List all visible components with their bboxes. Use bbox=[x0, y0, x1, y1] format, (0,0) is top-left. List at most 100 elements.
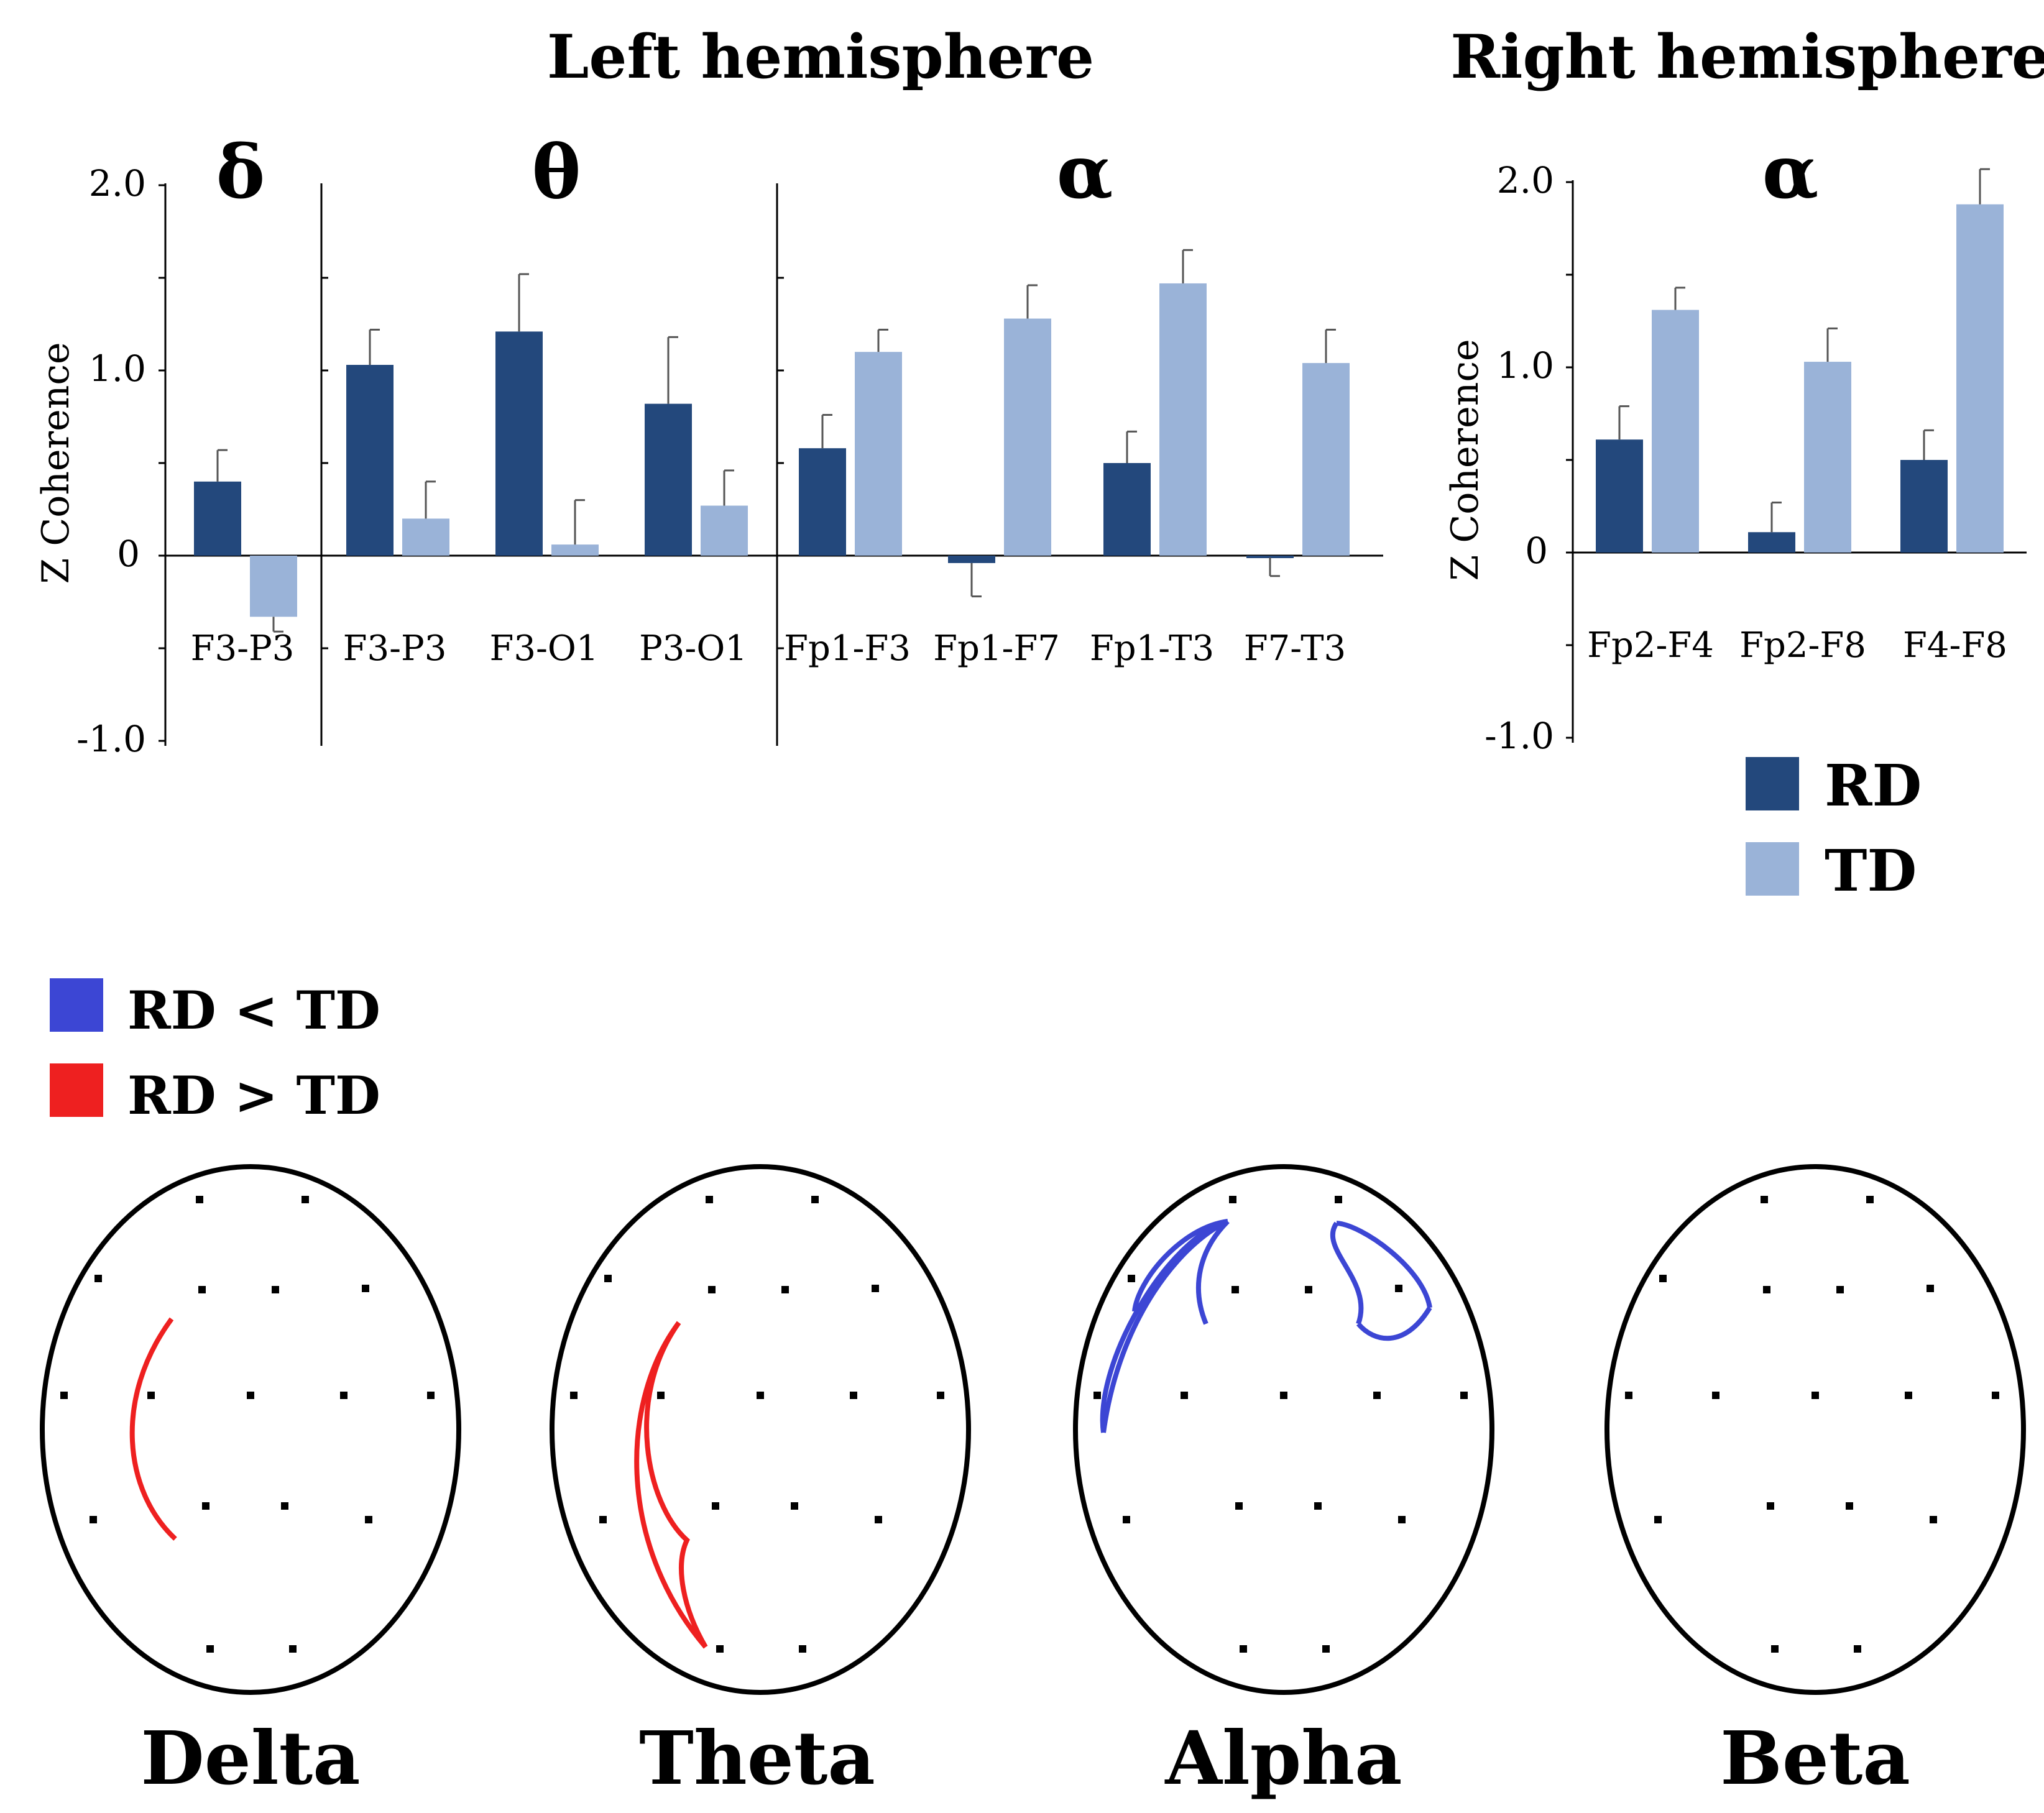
right-y-tick-label: 0 bbox=[1525, 530, 1548, 572]
bar-rd-fp1-f3 bbox=[799, 448, 846, 556]
electrode-dot bbox=[1905, 1392, 1912, 1399]
electrode-dot bbox=[60, 1392, 68, 1399]
electrode-dot bbox=[570, 1392, 578, 1399]
right-y-tick-label: 1.0 bbox=[1497, 344, 1554, 387]
bar-rd-f4-f8 bbox=[1900, 460, 1948, 553]
legend-rd-swatch bbox=[1746, 757, 1799, 810]
right-chart-axes bbox=[1566, 180, 2027, 743]
electrode-dot bbox=[1659, 1275, 1667, 1282]
head-map-alpha bbox=[1073, 1164, 1494, 1695]
electrode-dot bbox=[147, 1392, 155, 1399]
bar-td-fp1-f3 bbox=[855, 352, 902, 556]
right-hemisphere-title: Right hemisphere bbox=[1450, 22, 2044, 92]
electrode-dot bbox=[281, 1502, 288, 1510]
electrode-dot bbox=[206, 1645, 214, 1653]
head-outline bbox=[1073, 1164, 1494, 1695]
right-y-axis-label: Z Coherence bbox=[1443, 339, 1487, 581]
bar-rd-fp1-f7 bbox=[948, 556, 995, 563]
electrode-dot bbox=[1305, 1286, 1312, 1293]
electrode-dot bbox=[1398, 1516, 1406, 1523]
electrode-dot bbox=[1128, 1275, 1135, 1282]
left-y-tick-label: -1.0 bbox=[76, 718, 146, 760]
electrode-dot bbox=[781, 1286, 789, 1293]
electrode-dots bbox=[60, 1196, 435, 1653]
electrode-dot bbox=[657, 1392, 665, 1399]
bar-td-f7-t3 bbox=[1302, 363, 1350, 556]
alpha-band-symbol-right: α bbox=[1762, 129, 1819, 215]
left-y-tick-label: 0 bbox=[117, 533, 140, 575]
bar-td-f3-p3 bbox=[250, 556, 297, 617]
electrode-dot bbox=[1836, 1286, 1844, 1293]
head-label-beta: Beta bbox=[1720, 1715, 1910, 1801]
x-category-label: P3-O1 bbox=[639, 628, 747, 669]
legend-greater-label: RD > TD bbox=[127, 1065, 380, 1126]
electrode-dot bbox=[850, 1392, 857, 1399]
electrode-dot bbox=[1854, 1645, 1861, 1653]
bar-td-fp1-f7 bbox=[1004, 318, 1051, 556]
bar-rd-f3-o1 bbox=[495, 331, 543, 556]
head-outline bbox=[550, 1164, 971, 1695]
electrode-dots bbox=[570, 1196, 944, 1653]
electrode-dot bbox=[1093, 1392, 1101, 1399]
electrode-dot bbox=[1322, 1645, 1330, 1653]
electrode-dot bbox=[362, 1285, 369, 1292]
electrode-dot bbox=[1763, 1286, 1770, 1293]
x-category-label: Fp1-T3 bbox=[1090, 628, 1214, 669]
electrode-dot bbox=[757, 1392, 764, 1399]
left-minor-ticks bbox=[321, 277, 784, 649]
connection-line bbox=[129, 1317, 177, 1541]
electrode-dots bbox=[1625, 1196, 1999, 1653]
x-category-label: F3-P3 bbox=[343, 628, 447, 669]
electrode-dot bbox=[1335, 1196, 1342, 1203]
electrode-dot bbox=[1712, 1392, 1719, 1399]
connection-line bbox=[1100, 1219, 1229, 1433]
right-y-tick-label: 2.0 bbox=[1497, 159, 1554, 201]
delta-band-symbol: δ bbox=[216, 129, 265, 215]
legend-less-label: RD < TD bbox=[127, 980, 380, 1041]
bar-td-f4-f8 bbox=[1956, 204, 2004, 553]
electrode-dot bbox=[1231, 1286, 1239, 1293]
electrode-dot bbox=[791, 1502, 798, 1510]
electrode-dot bbox=[1460, 1392, 1468, 1399]
electrode-dot bbox=[1235, 1502, 1243, 1510]
electrode-dot bbox=[1229, 1196, 1236, 1203]
electrode-dot bbox=[1761, 1196, 1768, 1203]
x-category-label: F7-T3 bbox=[1244, 628, 1346, 669]
electrode-dot bbox=[1771, 1645, 1779, 1653]
electrode-dot bbox=[875, 1516, 882, 1523]
connection-line bbox=[1196, 1219, 1230, 1325]
bar-td-fp2-f4 bbox=[1652, 310, 1699, 553]
electrode-dot bbox=[716, 1645, 724, 1653]
bar-rd-fp2-f4 bbox=[1596, 439, 1643, 553]
electrode-dot bbox=[427, 1392, 435, 1399]
electrode-dot bbox=[202, 1502, 209, 1510]
electrode-dot bbox=[1846, 1502, 1853, 1510]
legend-rd-label: RD bbox=[1825, 752, 1922, 819]
left-y-tick-label: 2.0 bbox=[89, 162, 146, 204]
electrode-dot bbox=[599, 1516, 607, 1523]
electrode-dot bbox=[1181, 1392, 1188, 1399]
electrode-dot bbox=[247, 1392, 254, 1399]
electrode-dot bbox=[1280, 1392, 1287, 1399]
alpha-band-symbol-left: α bbox=[1057, 129, 1113, 215]
legend-greater-swatch bbox=[50, 1063, 103, 1117]
x-category-label: Fp2-F8 bbox=[1739, 625, 1866, 666]
bar-td-fp1-t3 bbox=[1159, 283, 1207, 556]
x-category-label: F4-F8 bbox=[1903, 625, 2007, 666]
head-map-theta bbox=[550, 1164, 971, 1695]
electrode-dot bbox=[1992, 1392, 1999, 1399]
legend-td-label: TD bbox=[1825, 837, 1917, 904]
electrode-dot bbox=[196, 1196, 203, 1203]
electrode-dot bbox=[1240, 1645, 1247, 1653]
head-label-delta: Delta bbox=[140, 1715, 360, 1801]
head-map-delta bbox=[40, 1164, 461, 1695]
bar-rd-f7-t3 bbox=[1246, 556, 1294, 558]
electrode-dot bbox=[94, 1275, 102, 1282]
connection-line bbox=[644, 1321, 708, 1649]
electrode-dot bbox=[90, 1516, 97, 1523]
electrode-dot bbox=[1654, 1516, 1662, 1523]
right-y-tick-label: -1.0 bbox=[1485, 715, 1554, 757]
head-label-alpha: Alpha bbox=[1164, 1715, 1402, 1801]
x-category-label: Fp1-F3 bbox=[784, 628, 911, 669]
electrode-dot bbox=[706, 1196, 713, 1203]
